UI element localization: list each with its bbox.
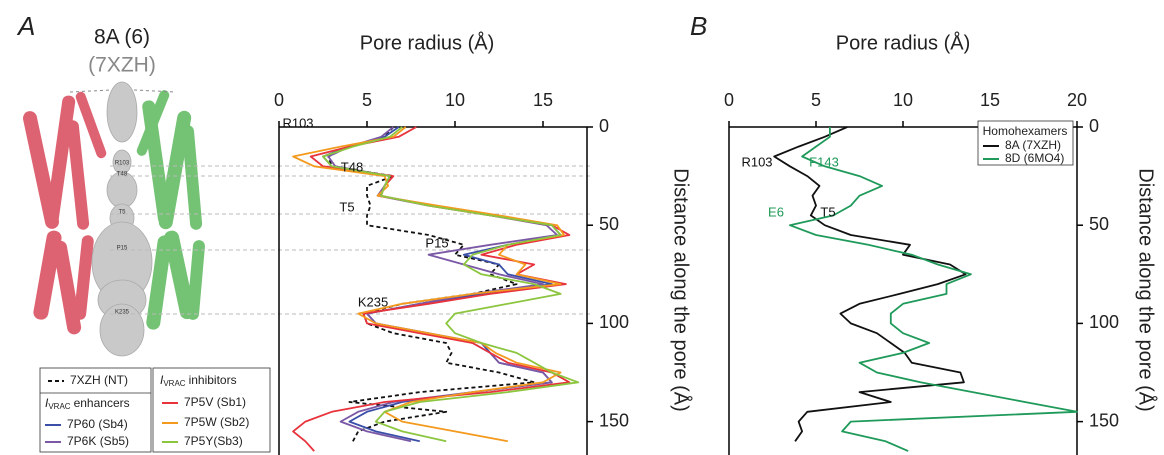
x-tick-label: 10 [893,90,913,110]
legend-header-subscript: VRAC [163,379,185,388]
y-tick-label: 100 [599,312,629,332]
x-tick-label: 5 [811,90,821,110]
panel-label: B [690,11,707,41]
series-line [292,126,565,443]
legend-label: 7P5V (Sb1) [184,395,246,409]
annotation: K235 [358,294,388,309]
series-line [327,126,536,442]
residue-labels: R103 T48 T5 P15 K235 [115,161,130,316]
residue-label: R103 [115,161,130,167]
annotation: T5 [339,199,354,214]
axis-title: Pore radius (Å) [836,31,971,54]
structure-title: 8A (6) [94,26,150,49]
x-tick-label: 15 [533,90,553,110]
legend-label: 8D (6MO4) [1005,151,1064,165]
annotation: R103 [282,115,313,130]
axis-title: Distance along the pore (Å) [670,168,693,411]
panel-label: A [16,11,35,41]
legend-header-text: enhancers [74,396,130,410]
legend [39,367,271,453]
legend-header: IVRAC enhancers [45,396,130,411]
structure-image [22,81,205,357]
annotation: T48 [341,159,363,174]
legend-label: 7P6K (Sb5) [67,434,129,448]
y-tick-label: 150 [1089,410,1119,430]
y-tick-label: 50 [1089,214,1109,234]
legend-label: 7P60 (Sb4) [67,417,128,431]
legend-header: IVRAC inhibitors [160,373,237,388]
axis-title: Distance along the pore (Å) [1135,168,1158,411]
legend-title: Homohexamers [983,124,1068,138]
annotation: P15 [425,235,448,250]
x-tick-label: 20 [1067,90,1087,110]
y-tick-label: 0 [1089,116,1099,136]
legend-header-text: inhibitors [189,373,237,387]
y-tick-label: 0 [599,116,609,136]
structure-subtitle: (7XZH) [88,54,156,77]
y-tick-label: 100 [1089,312,1119,332]
legend-header-symbol: I [160,373,164,387]
y-tick-label: 150 [599,410,629,430]
legend-header-subscript: VRAC [48,402,70,411]
annotation: F143 [809,154,839,169]
legend-box [977,120,1074,166]
x-tick-label: 0 [724,90,734,110]
annotation: R103 [741,154,772,169]
x-tick-label: 10 [445,90,465,110]
annotation: E6 [768,204,784,219]
legend-label: 7P5W (Sb2) [184,415,249,429]
residue-label: T5 [118,210,126,216]
residue-label: T48 [117,172,128,178]
series-line [322,126,580,443]
residue-label: K235 [115,310,130,316]
guide-lines [110,165,590,315]
legend-label: 7P5Y(Sb3) [184,434,243,448]
legend-header-symbol: I [45,396,49,410]
legend-label: 7XZH (NT) [70,373,128,387]
annotation: T5 [820,204,835,219]
residue-label: P15 [117,246,128,252]
x-tick-label: 15 [980,90,1000,110]
axis-title: Pore radius (Å) [360,31,495,54]
y-tick-label: 50 [599,214,619,234]
x-tick-label: 0 [274,90,284,110]
series-line [773,126,967,442]
series-line [789,127,1078,452]
x-tick-label: 5 [362,90,372,110]
legend-label: 8A (7XZH) [1005,138,1061,152]
